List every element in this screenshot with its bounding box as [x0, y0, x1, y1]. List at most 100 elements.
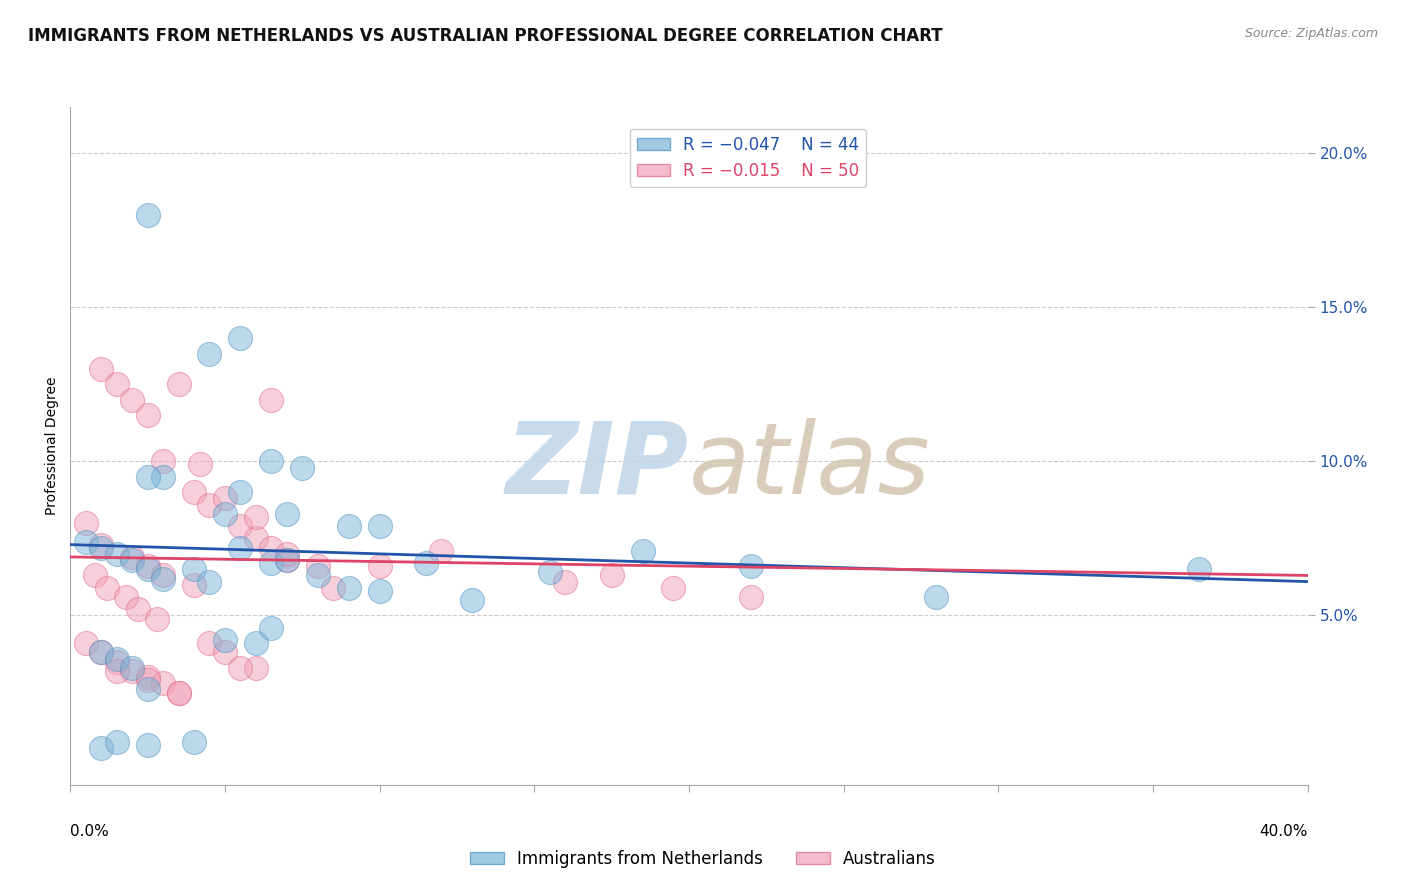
Point: [121, 664, 143, 678]
Point: [740, 559, 762, 574]
Y-axis label: Professional Degree: Professional Degree: [45, 376, 59, 516]
Point: [90, 538, 112, 552]
Point: [152, 572, 174, 586]
Point: [90, 645, 112, 659]
Point: [368, 583, 391, 598]
Point: [183, 735, 205, 749]
Point: [84, 568, 107, 582]
Point: [337, 581, 360, 595]
Point: [229, 519, 252, 533]
Point: [260, 621, 283, 635]
Point: [136, 562, 159, 576]
Point: [152, 568, 174, 582]
Point: [925, 590, 948, 604]
Point: [105, 377, 128, 392]
Point: [152, 470, 174, 484]
Legend: Immigrants from Netherlands, Australians: Immigrants from Netherlands, Australians: [464, 844, 942, 875]
Point: [136, 738, 159, 752]
Point: [136, 682, 159, 697]
Point: [214, 645, 236, 659]
Point: [198, 498, 221, 512]
Point: [183, 485, 205, 500]
Point: [90, 645, 112, 659]
Point: [115, 590, 138, 604]
Point: [188, 458, 211, 472]
Point: [198, 636, 221, 650]
Point: [105, 655, 128, 669]
Point: [121, 661, 143, 675]
Point: [136, 208, 159, 222]
Point: [538, 566, 561, 580]
Point: [415, 556, 437, 570]
Point: [146, 611, 169, 625]
Point: [105, 664, 128, 678]
Point: [136, 670, 159, 684]
Text: 0.0%: 0.0%: [70, 824, 110, 838]
Point: [229, 541, 252, 555]
Point: [276, 507, 298, 521]
Point: [75, 516, 97, 530]
Point: [127, 602, 149, 616]
Point: [214, 491, 236, 506]
Point: [105, 735, 128, 749]
Point: [136, 559, 159, 574]
Point: [368, 559, 391, 574]
Point: [245, 661, 267, 675]
Point: [276, 553, 298, 567]
Point: [245, 532, 267, 546]
Point: [307, 568, 329, 582]
Point: [600, 568, 623, 582]
Text: ZIP: ZIP: [506, 417, 689, 515]
Point: [198, 346, 221, 360]
Point: [1188, 562, 1211, 576]
Point: [229, 331, 252, 345]
Point: [229, 661, 252, 675]
Point: [167, 377, 190, 392]
Point: [90, 741, 112, 756]
Text: IMMIGRANTS FROM NETHERLANDS VS AUSTRALIAN PROFESSIONAL DEGREE CORRELATION CHART: IMMIGRANTS FROM NETHERLANDS VS AUSTRALIA…: [28, 27, 943, 45]
Point: [229, 485, 252, 500]
Point: [260, 541, 283, 555]
Point: [337, 519, 360, 533]
Point: [121, 392, 143, 407]
Point: [260, 454, 283, 468]
Point: [214, 507, 236, 521]
Point: [631, 543, 654, 558]
Point: [276, 553, 298, 567]
Point: [90, 541, 112, 555]
Point: [276, 547, 298, 561]
Point: [96, 581, 118, 595]
Point: [136, 408, 159, 422]
Point: [740, 590, 762, 604]
Point: [307, 559, 329, 574]
Legend: R = −0.047    N = 44, R = −0.015    N = 50: R = −0.047 N = 44, R = −0.015 N = 50: [630, 129, 866, 186]
Point: [105, 547, 128, 561]
Point: [245, 509, 267, 524]
Point: [461, 593, 484, 607]
Point: [368, 519, 391, 533]
Point: [121, 553, 143, 567]
Point: [214, 633, 236, 648]
Point: [183, 577, 205, 591]
Point: [662, 581, 685, 595]
Point: [152, 676, 174, 690]
Text: atlas: atlas: [689, 417, 931, 515]
Point: [198, 574, 221, 589]
Point: [322, 581, 344, 595]
Point: [167, 685, 190, 699]
Point: [260, 392, 283, 407]
Point: [430, 543, 453, 558]
Point: [75, 636, 97, 650]
Point: [152, 454, 174, 468]
Text: 40.0%: 40.0%: [1260, 824, 1308, 838]
Point: [105, 651, 128, 665]
Point: [136, 673, 159, 688]
Point: [136, 470, 159, 484]
Point: [554, 574, 576, 589]
Point: [260, 556, 283, 570]
Point: [167, 685, 190, 699]
Point: [183, 562, 205, 576]
Point: [245, 636, 267, 650]
Point: [90, 362, 112, 376]
Text: Source: ZipAtlas.com: Source: ZipAtlas.com: [1244, 27, 1378, 40]
